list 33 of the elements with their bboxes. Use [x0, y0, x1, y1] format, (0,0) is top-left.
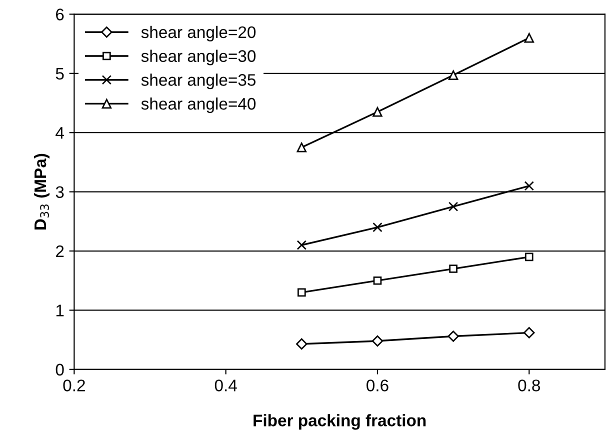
y-tick-label: 2	[56, 245, 64, 258]
point	[448, 330, 459, 342]
x-axis-title: Fiber packing fraction	[254, 414, 426, 430]
point	[448, 202, 458, 212]
point	[297, 288, 306, 297]
y-tick-label: 1	[56, 304, 64, 316]
point	[524, 252, 534, 262]
x-tick-label: 0.6	[366, 380, 388, 392]
x-tick-label: 0.2	[63, 380, 85, 392]
legend-label: shear angle=20	[141, 26, 256, 42]
x-tick-label: 0.8	[518, 380, 540, 392]
point	[448, 70, 458, 80]
y-tick-label: 3	[56, 186, 64, 198]
y-tick-label: 5	[56, 68, 64, 80]
x-tick-label: 0.4	[214, 380, 237, 392]
point	[296, 338, 308, 350]
point	[449, 264, 458, 273]
point	[372, 335, 384, 347]
legend-label: shear angle=30	[141, 50, 256, 66]
y-tick-label: 6	[56, 8, 64, 20]
point	[296, 142, 307, 152]
point	[372, 107, 382, 117]
y-tick-label: 0	[56, 364, 64, 376]
point	[524, 181, 534, 191]
legend-label: shear angle=40	[141, 97, 256, 114]
y-tick-label: 4	[56, 127, 64, 139]
point	[524, 327, 535, 338]
point	[372, 222, 382, 232]
point	[524, 33, 534, 43]
y-axis-title: D$_{33}$ (MPa)	[34, 154, 50, 230]
point	[373, 276, 382, 285]
point	[296, 240, 307, 250]
legend-label: shear angle=35	[141, 74, 256, 90]
